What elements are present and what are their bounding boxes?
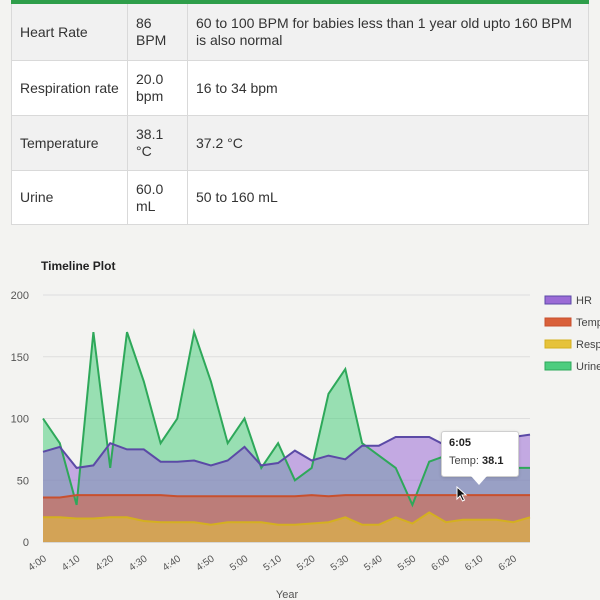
mouse-cursor-icon (456, 486, 468, 502)
x-axis: 4:00 4:10 4:20 4:30 4:40 4:50 5:00 5:10 5:20 5:30… (26, 553, 519, 573)
y-tick-label: 0 (23, 537, 29, 549)
x-tick-label: 4:10 (60, 553, 83, 573)
vital-name: Urine (11, 170, 128, 225)
legend-item-resp[interactable]: Resp (544, 339, 600, 351)
x-tick-label: 5:30 (329, 553, 352, 573)
vitals-row-heart-rate: Heart Rate 86 BPM 60 to 100 BPM for babi… (11, 1, 589, 61)
x-tick-label: 5:10 (262, 553, 285, 573)
y-tick-label: 200 (11, 290, 29, 302)
vitals-row-urine: Urine 60.0 mL 50 to 160 mL (11, 170, 589, 225)
line-resp[interactable] (43, 511, 531, 526)
vital-normal-range: 60 to 100 BPM for babies less than 1 yea… (187, 1, 589, 61)
y-tick-label: 150 (11, 352, 29, 364)
vital-normal-range: 50 to 160 mL (187, 170, 589, 225)
vitals-row-temperature: Temperature 38.1 °C 37.2 °C (11, 115, 589, 171)
vitals-row-respiration: Respiration rate 20.0 bpm 16 to 34 bpm (11, 60, 589, 116)
y-axis: 0 50 100 150 200 (11, 290, 29, 549)
x-tick-label: 4:20 (94, 553, 117, 573)
tooltip-label: Temp: (449, 455, 479, 467)
vital-normal-range: 16 to 34 bpm (187, 60, 589, 116)
vital-name: Heart Rate (11, 1, 128, 61)
x-tick-label: 6:10 (463, 553, 486, 573)
x-tick-label: 4:40 (161, 553, 184, 573)
legend-swatch (544, 339, 572, 349)
legend-swatch (544, 317, 572, 327)
legend-label: Resp (576, 339, 600, 351)
vital-value: 38.1 °C (127, 115, 188, 171)
vital-name: Respiration rate (11, 60, 128, 116)
x-tick-label: 5:40 (362, 553, 385, 573)
legend-item-hr[interactable]: HR (544, 295, 592, 307)
x-tick-label: 5:50 (396, 553, 419, 573)
legend-item-temp[interactable]: Temp (544, 317, 600, 329)
y-tick-label: 100 (11, 414, 29, 426)
x-tick-label: 6:00 (429, 553, 452, 573)
chart-title: Timeline Plot (41, 259, 116, 273)
vital-value: 20.0 bpm (127, 60, 188, 116)
line-temp[interactable] (43, 494, 530, 499)
legend-label: Temp (576, 317, 600, 329)
vital-value: 60.0 mL (127, 170, 188, 225)
chart-tooltip: 6:05 Temp: 38.1 (441, 431, 519, 477)
legend-swatch (544, 295, 572, 305)
vitals-table: Heart Rate 86 BPM 60 to 100 BPM for babi… (11, 0, 589, 225)
vital-value: 86 BPM (127, 1, 188, 61)
x-tick-label: 6:20 (497, 553, 520, 573)
tooltip-time: 6:05 (449, 437, 472, 449)
legend-label: HR (576, 295, 592, 307)
tooltip-row: Temp: 38.1 (449, 455, 511, 467)
chart-areas[interactable] (43, 332, 530, 542)
chart-legend[interactable]: HR Temp Resp Urine (544, 295, 600, 373)
vital-name: Temperature (11, 115, 128, 171)
x-tick-label: 5:00 (228, 553, 251, 573)
area-resp[interactable] (43, 512, 530, 542)
tooltip-arrow (471, 476, 487, 485)
y-tick-label: 50 (17, 475, 29, 487)
legend-item-urine[interactable]: Urine (544, 361, 600, 373)
legend-swatch (544, 361, 572, 371)
x-tick-label: 4:50 (194, 553, 217, 573)
tooltip-value: 38.1 (482, 455, 504, 467)
legend-label: Urine (576, 361, 600, 373)
x-tick-label: 5:20 (295, 553, 318, 573)
x-axis-title: Year (276, 589, 299, 600)
vital-normal-range: 37.2 °C (187, 115, 589, 171)
x-tick-label: 4:30 (127, 553, 150, 573)
x-tick-label: 4:00 (26, 553, 49, 573)
